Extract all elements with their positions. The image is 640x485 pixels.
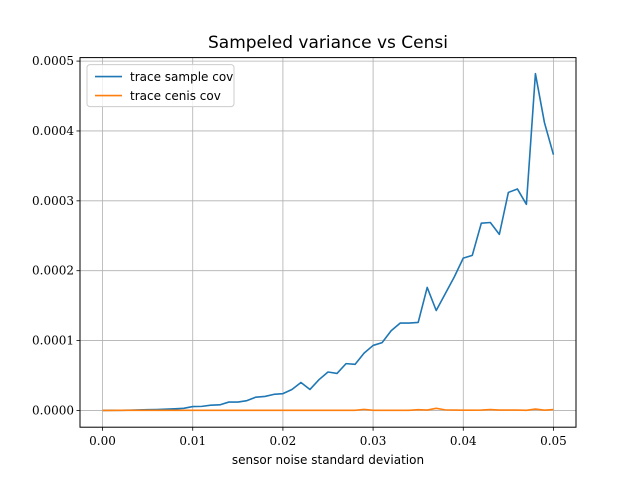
y-tick-label: 0.0005	[32, 54, 74, 68]
chart-title: Sampeled variance vs Censi	[208, 33, 448, 53]
y-tick-label: 0.0000	[32, 403, 74, 417]
x-tick-label: 0.00	[89, 434, 116, 448]
x-tick-label: 0.05	[540, 434, 567, 448]
legend: trace sample cov trace cenis cov	[86, 64, 235, 108]
y-tick-label: 0.0004	[32, 124, 74, 138]
x-tick-label: 0.01	[179, 434, 206, 448]
series-line-2	[102, 407, 554, 412]
x-axis-label: sensor noise standard deviation	[232, 453, 424, 467]
series-lines	[102, 72, 555, 412]
y-tick-label: 0.0001	[32, 334, 74, 348]
legend-box	[86, 64, 235, 108]
x-tick-label: 0.02	[270, 434, 297, 448]
ticks: 0.00 0.01 0.02 0.03 0.04 0.05 0.0000 0.0001 0.00…	[32, 54, 567, 448]
y-tick-label: 0.0003	[32, 194, 74, 208]
series-line-1	[102, 72, 555, 412]
x-tick-label: 0.04	[450, 434, 477, 448]
y-tick-label: 0.0002	[32, 264, 74, 278]
legend-label: trace cenis cov	[130, 89, 221, 103]
legend-label: trace sample cov	[130, 70, 233, 84]
axes-frame	[79, 57, 577, 428]
x-tick-label: 0.03	[360, 434, 387, 448]
grid	[80, 57, 576, 428]
